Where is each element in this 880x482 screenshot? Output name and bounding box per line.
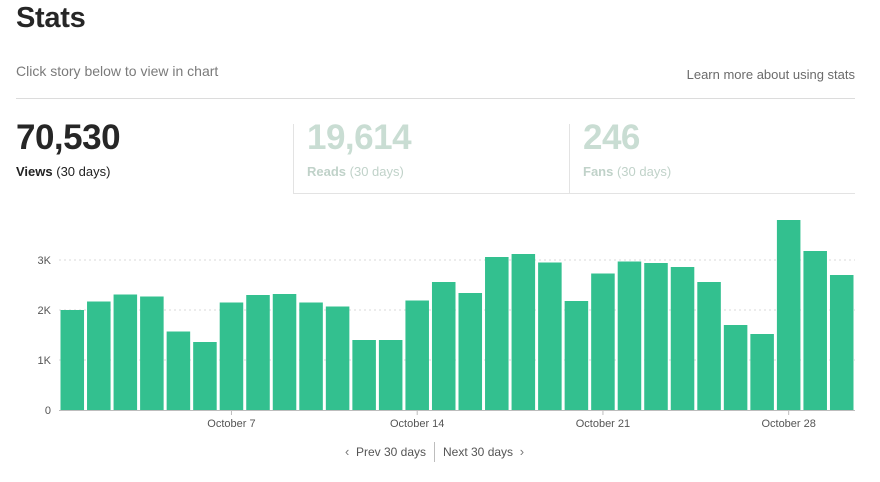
metrics-divider — [294, 193, 855, 194]
bar — [60, 310, 85, 410]
metric-label-period: (30 days) — [349, 164, 404, 179]
metric-divider — [569, 124, 570, 194]
bar — [140, 296, 164, 410]
metric-reads[interactable]: 19,614 Reads (30 days) — [307, 118, 562, 194]
metric-label-period: (30 days) — [56, 164, 111, 179]
bar — [564, 301, 589, 410]
metric-label-name: Fans — [583, 164, 614, 179]
x-tick-label: October 21 — [576, 418, 630, 430]
bar — [776, 220, 801, 410]
bar — [272, 294, 297, 410]
metric-label-name: Views — [16, 164, 53, 179]
bar — [405, 300, 429, 410]
pager: ‹ Prev 30 days Next 30 days › — [0, 442, 880, 462]
x-tick-label: October 28 — [761, 418, 815, 430]
bar — [166, 331, 191, 410]
x-tick-label: October 7 — [207, 418, 255, 430]
metric-label: Fans (30 days) — [583, 164, 843, 179]
y-tick-label: 1K — [38, 355, 52, 367]
metric-views[interactable]: 70,530 Views (30 days) — [16, 118, 276, 194]
metric-fans[interactable]: 246 Fans (30 days) — [583, 118, 843, 194]
bar — [591, 273, 615, 410]
learn-more-link[interactable]: Learn more about using stats — [686, 67, 855, 82]
prev-30-days-button[interactable]: ‹ Prev 30 days — [345, 444, 426, 459]
metric-value: 70,530 — [16, 118, 121, 157]
bar — [511, 254, 536, 410]
next-30-days-label: Next 30 days — [443, 445, 514, 459]
bar — [458, 293, 483, 410]
metric-label-name: Reads — [307, 164, 347, 179]
chevron-right-icon: › — [519, 444, 525, 459]
bar — [193, 342, 217, 410]
bar — [431, 282, 456, 410]
y-tick-label: 0 — [45, 405, 51, 417]
bar — [538, 262, 562, 410]
metric-label: Views (30 days) — [16, 164, 276, 179]
metric-value: 19,614 — [307, 118, 412, 157]
bar — [485, 257, 509, 410]
metric-label-period: (30 days) — [616, 164, 672, 179]
bar — [113, 294, 138, 410]
chevron-left-icon: ‹ — [344, 444, 350, 459]
bar — [299, 302, 323, 410]
y-tick-label: 3K — [38, 255, 52, 267]
metric-divider — [293, 124, 294, 194]
metric-value: 246 — [583, 118, 640, 157]
bar — [378, 340, 403, 410]
bar — [246, 295, 270, 410]
x-tick-label: October 14 — [390, 418, 444, 430]
bar — [750, 334, 774, 410]
bar — [829, 275, 854, 410]
bar — [87, 301, 111, 410]
bar — [697, 282, 721, 410]
bar — [219, 302, 244, 410]
bar — [723, 325, 748, 410]
y-tick-label: 2K — [38, 305, 52, 317]
pager-separator — [434, 442, 435, 462]
views-bar-chart: 0 1K 2K 3K October 7 October 14 October 21 Octo… — [38, 220, 855, 430]
page-title: Stats — [16, 2, 86, 34]
next-30-days-button[interactable]: Next 30 days › — [443, 444, 524, 459]
prev-30-days-label: Prev 30 days — [355, 445, 426, 459]
metric-label: Reads (30 days) — [307, 164, 562, 179]
bar — [352, 340, 376, 410]
bar — [325, 306, 350, 410]
bar — [803, 251, 827, 410]
bar — [670, 267, 695, 410]
header-divider — [16, 98, 855, 99]
page-subtitle: Click story below to view in chart — [16, 63, 219, 79]
bar — [644, 263, 668, 410]
bar — [617, 261, 642, 410]
